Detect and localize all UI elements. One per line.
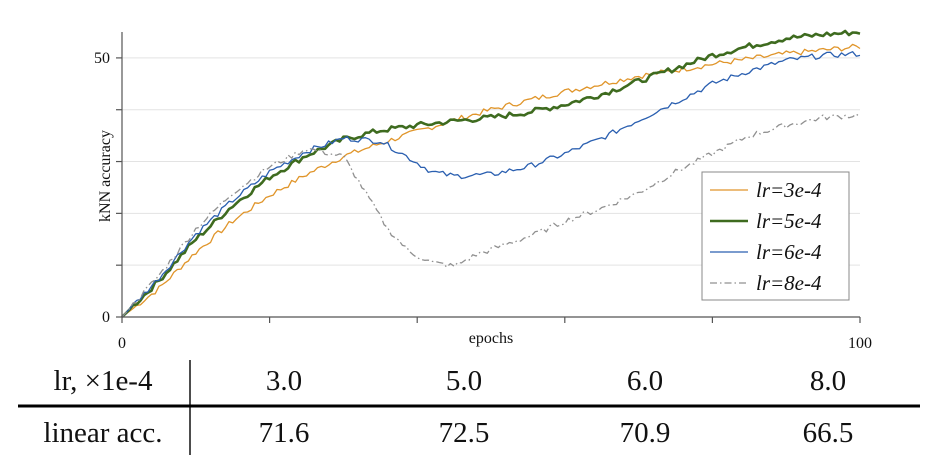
y-tick-label-0: 0 [102,309,110,326]
ticks-layer: 0 100 0 50 [94,50,872,352]
lr-table: lr, ×1e-4 linear acc. 3.0 5.0 6.0 8.0 71… [18,360,920,455]
acc-value-2: 72.5 [439,417,490,449]
table-header-label-text: lr, ×1e-4 [54,365,153,397]
lr-value-1: 3.0 [266,365,302,397]
acc-value-3: 70.9 [620,417,671,449]
legend-label-1: lr=3e-4 [756,178,822,202]
x-axis-label: epochs [469,330,513,347]
series-line-1 [121,43,861,318]
y-tick-label-5: 50 [94,50,110,67]
table-row-label: linear acc. [43,417,162,449]
lr-value-3: 6.0 [627,365,663,397]
acc-value-1: 71.6 [259,417,310,449]
series-line-3 [121,51,861,318]
legend: lr=3e-4 lr=5e-4 lr=6e-4 lr=8e-4 [701,171,850,301]
legend-label-3: lr=6e-4 [756,240,822,264]
series-layer [121,29,861,318]
x-tick-label-0: 0 [118,335,126,352]
table-header-label: lr, ×1e-4 [54,365,153,397]
legend-box [701,171,850,301]
legend-label-2: lr=5e-4 [756,209,822,233]
y-axis-label: kNN accuracy [97,130,114,222]
lr-value-4: 8.0 [810,365,846,397]
acc-value-4: 66.5 [803,417,854,449]
x-tick-label-5: 100 [848,335,872,352]
lr-value-2: 5.0 [446,365,482,397]
series-line-2 [121,29,861,318]
axes-layer [121,32,860,318]
legend-label-4: lr=8e-4 [756,271,822,295]
series-line-4 [121,113,861,318]
